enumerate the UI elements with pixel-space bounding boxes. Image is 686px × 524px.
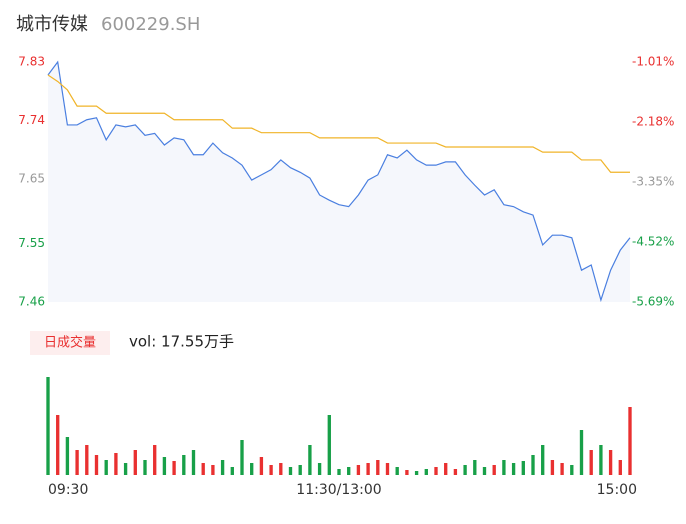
- volume-bar: [434, 467, 438, 475]
- y-tick-label: 7.83: [18, 55, 45, 69]
- volume-bar: [589, 450, 593, 475]
- volume-bar: [104, 460, 108, 475]
- volume-tag-bg: [30, 331, 110, 355]
- volume-bar: [269, 465, 273, 475]
- volume-bar: [123, 463, 128, 475]
- volume-bar: [182, 455, 186, 475]
- volume-bar: [628, 407, 632, 475]
- volume-bar: [65, 437, 70, 475]
- x-tick-label: 15:00: [597, 482, 637, 498]
- volume-bar: [220, 460, 225, 475]
- volume-bar: [250, 463, 254, 475]
- volume-bar: [618, 460, 622, 475]
- volume-bar: [133, 450, 137, 475]
- y2-tick-label: -5.69%: [632, 295, 674, 309]
- volume-bar: [298, 465, 302, 475]
- volume-bar: [240, 440, 244, 475]
- volume-bar: [541, 445, 545, 475]
- volume-bar: [414, 471, 419, 475]
- volume-bar: [395, 467, 399, 475]
- volume-bar: [288, 467, 293, 475]
- volume-bar: [162, 457, 167, 475]
- y2-tick-label: -4.52%: [632, 235, 674, 249]
- x-tick-label: 09:30: [48, 482, 88, 498]
- volume-bar: [521, 461, 525, 475]
- volume-bar: [424, 469, 428, 475]
- volume-bar: [259, 457, 264, 475]
- volume-bar: [327, 415, 331, 475]
- price-area: [48, 62, 630, 302]
- volume-bar: [599, 445, 603, 475]
- volume-bar: [153, 445, 157, 475]
- y-tick-label: 7.65: [18, 171, 45, 185]
- volume-bar: [143, 460, 147, 475]
- volume-bar: [317, 463, 322, 475]
- volume-bar: [94, 455, 99, 475]
- volume-bar: [85, 445, 89, 475]
- volume-bar: [531, 455, 535, 475]
- average-line: [47, 74, 630, 173]
- volume-bar: [347, 467, 351, 475]
- volume-bar: [356, 465, 361, 475]
- volume-bar: [579, 430, 584, 475]
- volume-bar: [46, 377, 50, 475]
- y2-tick-label: -1.01%: [632, 55, 674, 69]
- volume-bar: [560, 463, 564, 475]
- y2-tick-label: -3.35%: [632, 175, 674, 189]
- volume-bar: [463, 465, 467, 475]
- volume-bar: [279, 463, 283, 475]
- volume-bar: [211, 465, 215, 475]
- y-tick-label: 7.55: [18, 236, 45, 250]
- y-tick-label: 7.74: [18, 113, 45, 127]
- volume-bar: [570, 465, 574, 475]
- volume-bar: [492, 465, 496, 475]
- volume-bar: [405, 470, 409, 475]
- volume-bar: [75, 450, 79, 475]
- volume-bar: [385, 463, 390, 475]
- volume-bar: [608, 450, 613, 475]
- y-tick-label: 7.46: [18, 295, 45, 309]
- stock-code: 600229.SH: [101, 14, 200, 35]
- volume-bar: [502, 460, 506, 475]
- volume-bar: [172, 461, 176, 475]
- volume-bar: [453, 469, 458, 475]
- volume-bar: [376, 460, 380, 475]
- price-line: [47, 60, 631, 303]
- volume-bar: [511, 463, 516, 475]
- volume-bar: [444, 463, 448, 475]
- volume-bar: [56, 415, 60, 475]
- stock-name: 城市传媒: [16, 14, 88, 35]
- volume-bar: [191, 450, 196, 475]
- x-tick-label: 11:30/13:00: [296, 482, 381, 498]
- volume-bar: [230, 467, 234, 475]
- volume-bar: [308, 445, 312, 475]
- volume-bar: [550, 460, 555, 475]
- y2-tick-label: -2.18%: [632, 115, 674, 129]
- volume-bar: [114, 453, 118, 475]
- volume-bar: [201, 463, 205, 475]
- volume-bar: [337, 469, 341, 475]
- volume-summary: vol: 17.55万手: [129, 333, 234, 351]
- volume-tag: 日成交量: [44, 335, 96, 351]
- volume-bar: [473, 460, 477, 475]
- volume-bar: [366, 463, 370, 475]
- volume-bar: [482, 467, 487, 475]
